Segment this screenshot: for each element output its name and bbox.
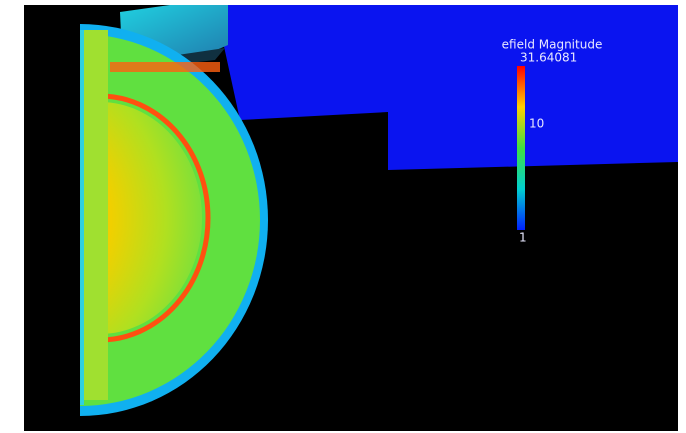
legend-max: 31.64081 [520, 51, 577, 65]
color-bar [517, 66, 525, 230]
legend-min: 1 [519, 231, 527, 245]
top-ring [110, 62, 220, 72]
visualization: efield Magnitude 31.64081 10 1 [0, 0, 686, 433]
left-strip [80, 30, 108, 400]
legend-mid: 10 [529, 117, 544, 131]
legend-title: efield Magnitude [502, 38, 603, 52]
